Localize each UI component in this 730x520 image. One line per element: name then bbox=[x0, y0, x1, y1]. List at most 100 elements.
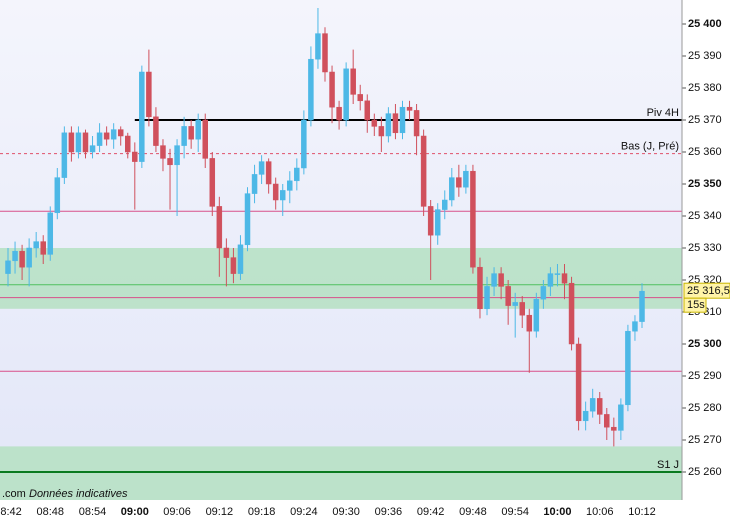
candle-body bbox=[110, 129, 117, 140]
source: .com bbox=[2, 488, 26, 500]
level-label: S1 J bbox=[657, 459, 679, 471]
candle-body bbox=[96, 132, 103, 146]
candle-body bbox=[618, 404, 624, 431]
y-tick-label: 25 400 bbox=[688, 18, 722, 30]
candle-body bbox=[611, 426, 617, 431]
x-tick-label: 09:36 bbox=[375, 506, 403, 518]
candle-body bbox=[33, 241, 39, 249]
candle-body bbox=[251, 174, 258, 194]
candle-body bbox=[125, 135, 131, 153]
candle-body bbox=[463, 170, 469, 188]
y-tick-label: 25 360 bbox=[688, 146, 722, 158]
candle-body bbox=[12, 250, 18, 262]
candle-body bbox=[589, 398, 596, 412]
candle-body bbox=[639, 290, 645, 322]
y-tick-label: 25 300 bbox=[688, 338, 722, 350]
candle-body bbox=[301, 119, 307, 169]
candle-body bbox=[329, 71, 335, 108]
x-tick-label: 09:00 bbox=[121, 506, 149, 518]
y-tick-label: 25 380 bbox=[688, 82, 722, 94]
candle-body bbox=[456, 177, 462, 188]
candle-body bbox=[406, 106, 413, 111]
candle-body bbox=[505, 286, 511, 306]
candle-body bbox=[477, 266, 483, 310]
candle-body bbox=[399, 106, 406, 134]
candle-body bbox=[554, 273, 561, 275]
candle-body bbox=[625, 330, 631, 406]
candle-body bbox=[322, 33, 328, 73]
candle-body bbox=[434, 209, 441, 236]
x-tick-label: 08:54 bbox=[79, 506, 107, 518]
candle-body bbox=[385, 113, 392, 137]
candle-body bbox=[371, 119, 378, 127]
last-price-label: 25 316,5 bbox=[687, 285, 730, 297]
candle-body bbox=[223, 247, 230, 258]
note: Données indicatives bbox=[29, 488, 128, 500]
y-tick-label: 25 290 bbox=[688, 370, 722, 382]
candle-body bbox=[40, 241, 46, 255]
candle-body bbox=[294, 167, 300, 182]
candle-body bbox=[174, 145, 180, 166]
countdown: 15s bbox=[687, 299, 705, 311]
x-tick-label: 09:24 bbox=[290, 506, 318, 518]
candle-body bbox=[336, 106, 342, 121]
zone bbox=[0, 446, 682, 500]
candle-body bbox=[181, 126, 187, 146]
candle-body bbox=[308, 58, 314, 121]
candle-body bbox=[519, 302, 525, 316]
x-tick-label: 09:12 bbox=[206, 506, 234, 518]
candle-body bbox=[315, 33, 321, 60]
candle-body bbox=[153, 116, 159, 146]
x-tick-label: 08:42 bbox=[0, 506, 22, 518]
candle-body bbox=[103, 132, 110, 140]
countdown-box bbox=[683, 297, 707, 313]
candle-body bbox=[470, 170, 476, 268]
x-tick-label: 09:54 bbox=[501, 506, 529, 518]
candle-body bbox=[343, 68, 349, 121]
candle-body bbox=[449, 177, 455, 201]
candle-body bbox=[604, 414, 610, 428]
candle-body bbox=[561, 273, 568, 284]
candle-body bbox=[582, 410, 589, 422]
candle-body bbox=[68, 132, 75, 153]
x-tick-label: 09:06 bbox=[163, 506, 191, 518]
candle-body bbox=[132, 151, 138, 162]
y-tick-label: 25 260 bbox=[688, 466, 722, 478]
candle-body bbox=[61, 132, 68, 178]
y-tick-label: 25 370 bbox=[688, 114, 722, 126]
y-tick-label: 25 340 bbox=[688, 210, 722, 222]
candle-body bbox=[265, 161, 272, 185]
level-label: Piv 4H bbox=[647, 107, 679, 119]
candle-body bbox=[491, 273, 497, 287]
candle-body bbox=[216, 206, 223, 249]
candle-body bbox=[146, 71, 152, 118]
candle-body bbox=[117, 129, 124, 137]
x-tick-label: 09:30 bbox=[332, 506, 360, 518]
candle-body bbox=[160, 145, 166, 159]
candle-body bbox=[258, 161, 265, 175]
y-tick-label: 25 270 bbox=[688, 434, 722, 446]
candle-body bbox=[82, 132, 89, 153]
y-tick-label: 25 390 bbox=[688, 50, 722, 62]
candle-body bbox=[632, 321, 638, 332]
candle-body bbox=[279, 190, 286, 201]
candle-body bbox=[167, 158, 173, 166]
zone bbox=[0, 248, 682, 309]
y-tick-label: 25 350 bbox=[688, 178, 722, 190]
candle-body bbox=[540, 286, 547, 300]
candle-body bbox=[89, 145, 96, 153]
candle-body bbox=[512, 302, 518, 306]
candle-body bbox=[392, 113, 399, 134]
candle-body bbox=[575, 343, 582, 422]
x-tick-label: 09:18 bbox=[248, 506, 276, 518]
candle-body bbox=[139, 71, 145, 162]
candle-body bbox=[526, 314, 533, 332]
candle-body bbox=[19, 250, 25, 268]
candle-body bbox=[272, 183, 279, 201]
candle-body bbox=[47, 212, 54, 255]
x-tick-label: 10:12 bbox=[628, 506, 656, 518]
candle-body bbox=[568, 282, 575, 345]
candle-body bbox=[533, 298, 540, 332]
x-tick-label: 09:42 bbox=[417, 506, 445, 518]
